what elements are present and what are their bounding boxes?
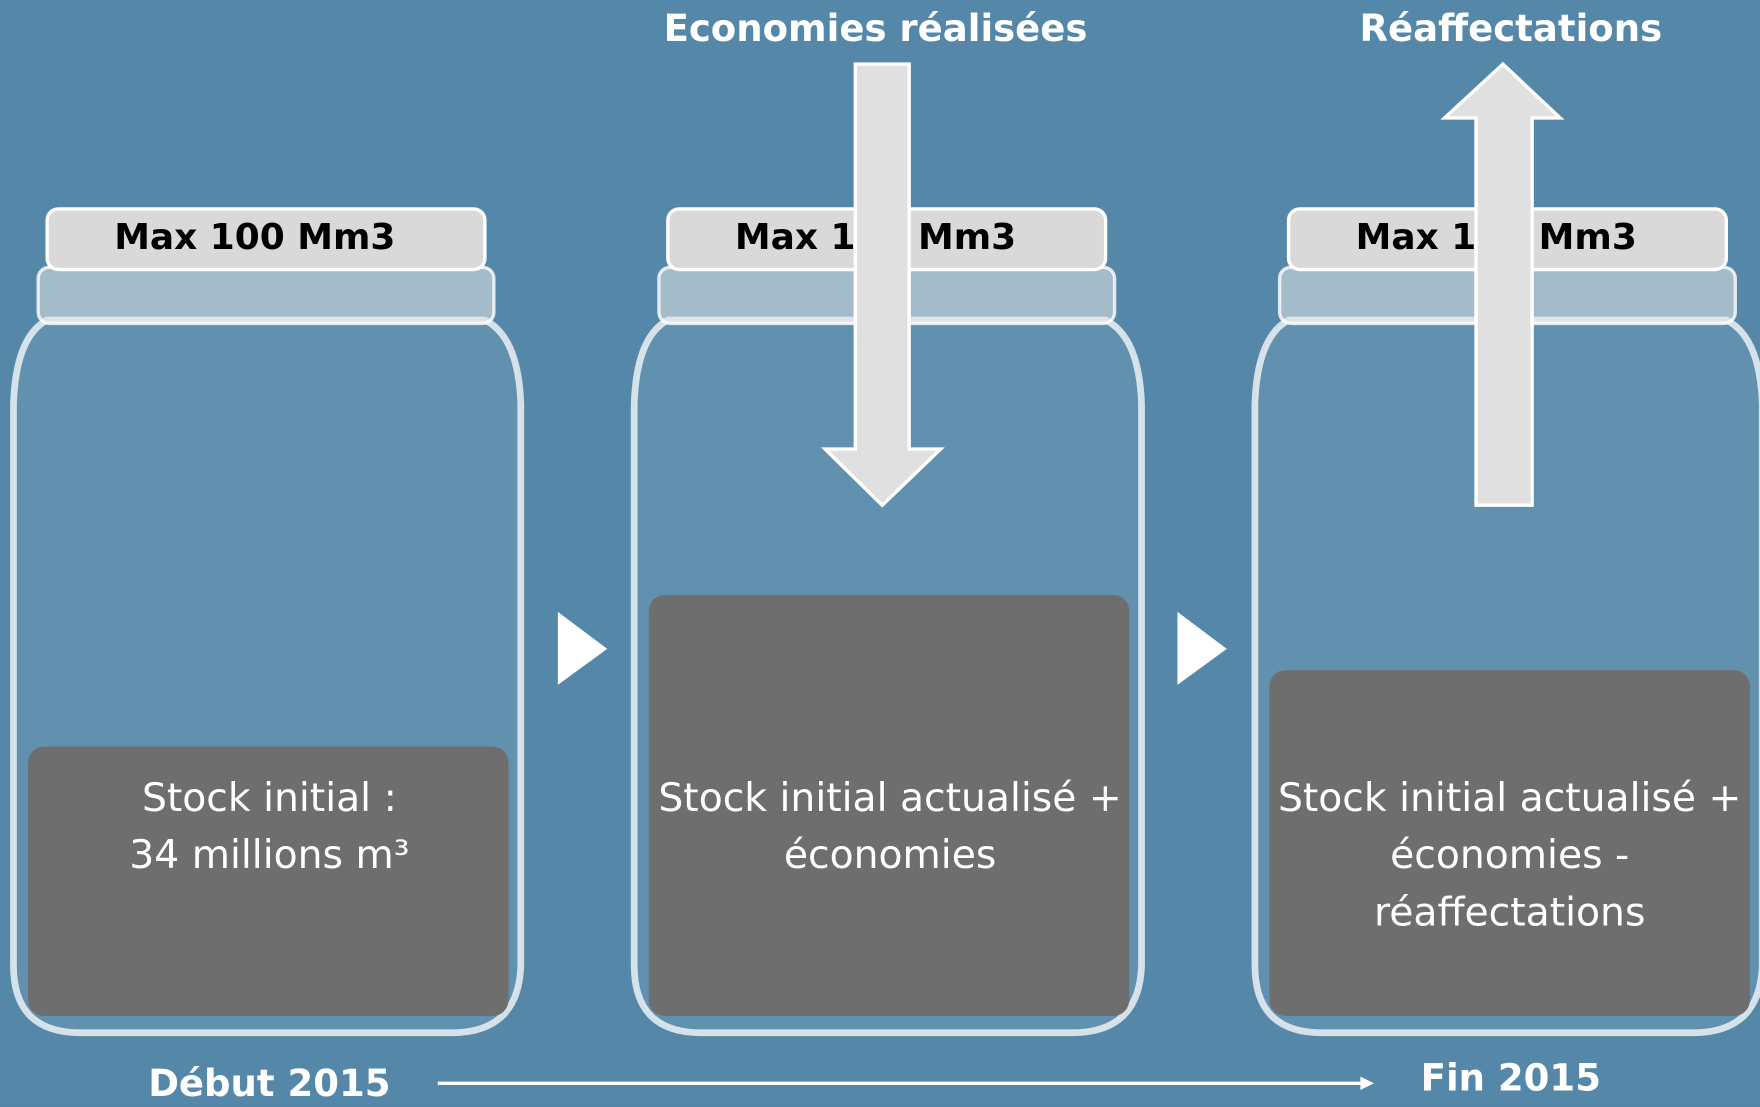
diagram: Max 100 Mm3 Stock initial : 34 millions m³… bbox=[0, 0, 1760, 1107]
stock-label: économies - bbox=[1390, 833, 1629, 878]
timeline-start: Début 2015 bbox=[148, 1062, 390, 1105]
jar-neck bbox=[38, 267, 494, 323]
reallocations-label: Réaffectations bbox=[1360, 7, 1663, 50]
timeline-end: Fin 2015 bbox=[1421, 1056, 1601, 1099]
stock-label: Stock initial actualisé + bbox=[1278, 776, 1741, 821]
stock-label: 34 millions m³ bbox=[129, 833, 409, 878]
stock-label: réaffectations bbox=[1374, 890, 1645, 935]
stock-label: Stock initial : bbox=[142, 776, 397, 821]
jar: Max 100 Mm3 Stock initial : 34 millions m³ bbox=[13, 209, 520, 1033]
savings-label: Economies réalisées bbox=[664, 7, 1088, 50]
page: {"header": {"savings": "Economies réalis… bbox=[0, 0, 1760, 1107]
stock-label: économies bbox=[784, 833, 996, 878]
stock-label: Stock initial actualisé + bbox=[658, 776, 1121, 821]
capacity-label: Max 100 Mm3 bbox=[114, 217, 395, 258]
